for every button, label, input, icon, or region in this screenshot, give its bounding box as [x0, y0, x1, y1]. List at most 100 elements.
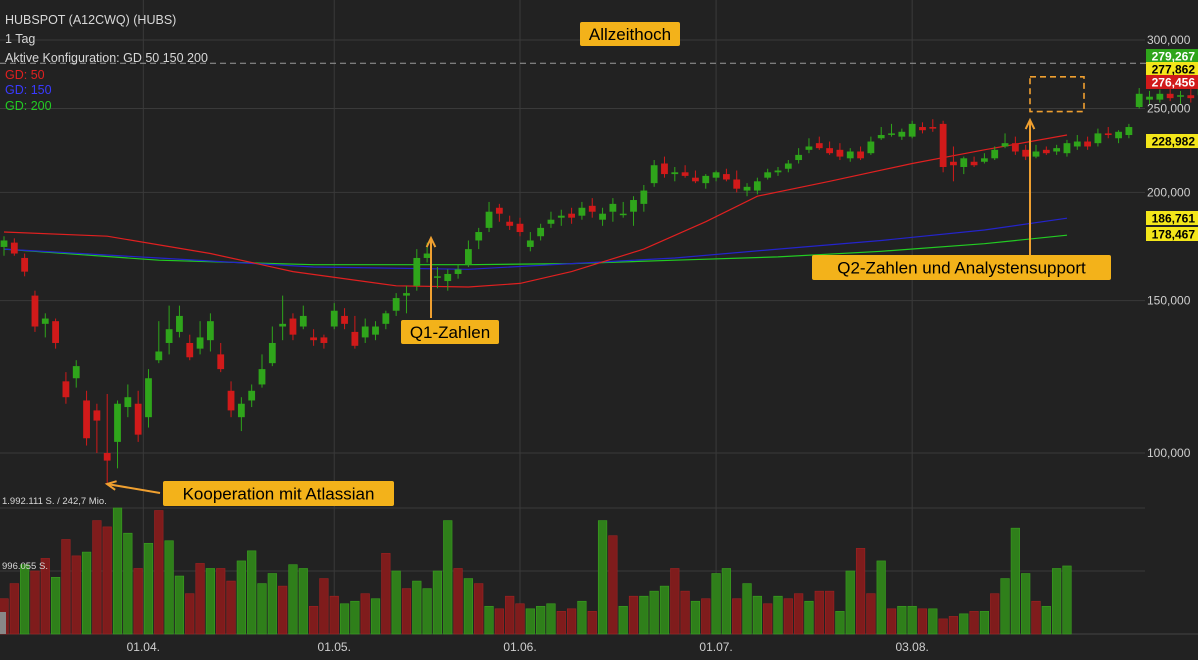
annotation-q2-box	[812, 255, 1111, 280]
x-tick-label: 01.05.	[318, 640, 351, 654]
candle-body	[588, 205, 596, 212]
volume-bar	[628, 595, 639, 635]
volume-bar	[763, 603, 773, 635]
y-tick-label: 150,000	[1147, 294, 1191, 308]
candle-body	[62, 381, 70, 398]
candle-body	[640, 190, 648, 204]
volume-bar	[886, 608, 897, 635]
volume-bar	[701, 598, 711, 635]
volume-bar	[1041, 605, 1051, 635]
arrow-q1-head	[425, 235, 437, 248]
y-tick-label: 250,000	[1147, 102, 1191, 116]
candle-body	[93, 410, 101, 421]
volume-bar	[1010, 527, 1020, 635]
price-tag-label: 276,456	[1152, 76, 1196, 90]
candle-body	[774, 170, 782, 173]
volume-bar	[381, 553, 391, 635]
volume-bar	[897, 605, 907, 635]
candle-body	[237, 403, 245, 418]
volume-bar	[30, 570, 40, 635]
candle-body	[361, 326, 369, 338]
volume-bar	[484, 605, 494, 635]
candle-body	[134, 403, 142, 435]
volume-scroll-marker	[0, 612, 6, 634]
annotation-atlassian-label: Kooperation mit Atlassian	[183, 485, 375, 504]
volume-bar	[329, 595, 339, 635]
annotation-q1-box	[401, 320, 499, 344]
chart-title: HUBSPOT (A12CWQ) (HUBS)	[5, 13, 176, 27]
volume-bar	[577, 600, 587, 635]
volume-bar	[9, 583, 19, 635]
candle-body	[1177, 95, 1184, 97]
volume-bar	[948, 616, 959, 635]
volume-bar	[866, 593, 876, 635]
volume-bar	[308, 605, 319, 635]
candle-body	[1125, 127, 1133, 136]
candle-body	[836, 149, 844, 157]
candle-body	[877, 135, 885, 139]
chart-header: HUBSPOT (A12CWQ) (HUBS) 1 Tag Aktive Kon…	[5, 13, 208, 113]
candle-body	[196, 337, 204, 349]
candle-body	[310, 337, 317, 341]
x-tick-label: 01.04.	[127, 640, 160, 654]
candle-body	[981, 158, 988, 162]
volume-bar	[639, 595, 649, 635]
candle-body	[372, 326, 379, 335]
candle-body	[155, 351, 163, 361]
sma50-line	[3, 134, 1068, 288]
volume-bar	[556, 611, 566, 635]
price-tag	[1146, 227, 1198, 241]
y-tick-label: 200,000	[1147, 185, 1191, 199]
arrow-atlassian	[106, 483, 161, 494]
volume-bar	[907, 605, 917, 635]
volume-bar	[969, 611, 979, 635]
volume-bar	[608, 535, 618, 635]
candle-body	[392, 298, 400, 311]
volume-bar	[236, 560, 246, 635]
legend-gd200: GD: 200	[5, 99, 52, 113]
volume-bar	[370, 598, 381, 635]
volume-bar	[133, 568, 143, 635]
volume-bar	[1031, 600, 1041, 635]
candle-body	[743, 186, 751, 191]
candle-body	[1011, 143, 1019, 152]
candle-body	[1135, 93, 1143, 108]
candle-body	[114, 403, 121, 442]
x-tick-label: 03.08.	[895, 640, 928, 654]
candle-body	[0, 240, 8, 247]
y-tick-label: 100,000	[1147, 446, 1191, 460]
volume-bar	[123, 532, 133, 635]
candle-body	[72, 366, 80, 379]
y-axis: 100,000 150,000 200,000 250,000 300,000	[1147, 33, 1191, 460]
candle-body	[630, 200, 637, 212]
volume-bar	[566, 608, 577, 635]
candle-body	[712, 172, 720, 178]
volume-bar	[463, 578, 474, 635]
annotations: Allzeithoch Q1-Zahlen Q2-Zahlen und Analys…	[104, 22, 1111, 506]
volume-bar	[81, 551, 92, 635]
volume-bar	[835, 611, 845, 635]
volume-bar	[515, 603, 525, 635]
volume-bar	[876, 560, 886, 635]
candle-body	[784, 163, 792, 169]
legend-gd50: GD: 50	[5, 68, 45, 82]
candle-body	[702, 175, 710, 184]
volume-bar	[824, 590, 835, 635]
candle-body	[609, 203, 617, 212]
candle-body	[475, 232, 483, 241]
candle-body	[1156, 93, 1164, 100]
volume-bar	[360, 593, 370, 635]
candle-body	[299, 315, 307, 327]
candle-body	[753, 181, 761, 191]
x-axis: 01.04. 01.05. 01.06. 01.07. 03.08.	[127, 640, 929, 654]
candle-body	[320, 337, 328, 343]
volume-max-label: 1.992.111 S. / 242,7 Mio.	[2, 496, 107, 507]
candle-body	[723, 174, 730, 180]
candle-body	[31, 295, 39, 327]
volume-bar	[1052, 568, 1062, 635]
volume-bar	[185, 593, 195, 635]
price-tag-label: 228,982	[1152, 135, 1196, 149]
chart-config: Aktive Konfiguration: GD 50 150 200	[5, 51, 208, 65]
volume-bar	[143, 542, 154, 635]
annotation-ath-label: Allzeithoch	[589, 25, 671, 44]
